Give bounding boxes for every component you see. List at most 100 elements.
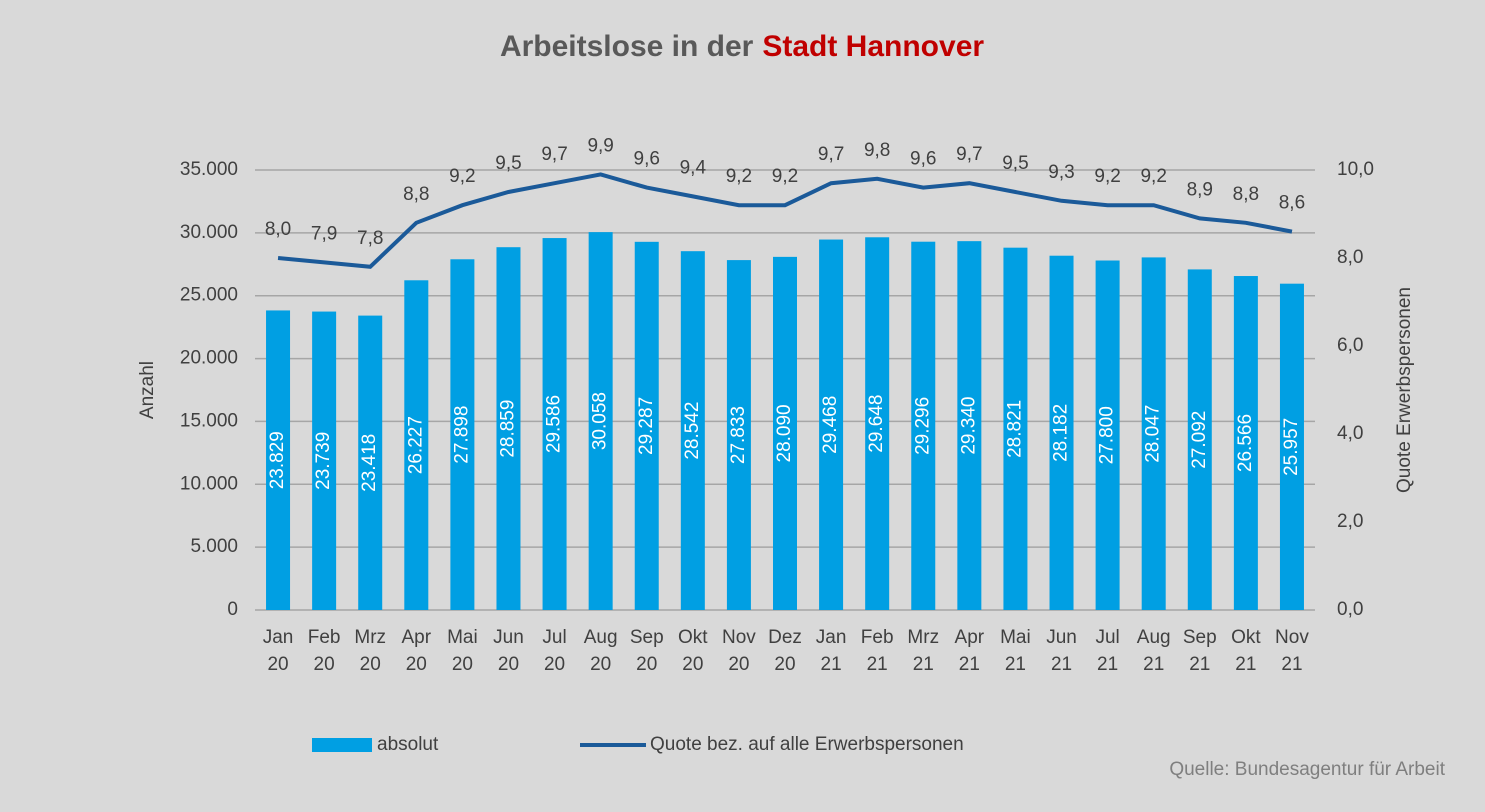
x-tick-label: 21 (1235, 654, 1256, 675)
bar-value-label: 26.227 (405, 416, 426, 474)
x-tick-label: Nov (722, 627, 756, 648)
line-value-label: 7,8 (357, 228, 383, 249)
y2-tick-label: 8,0 (1337, 247, 1363, 268)
legend-label: Quote bez. auf alle Erwerbspersonen (650, 734, 964, 755)
line-value-label: 8,0 (265, 219, 291, 240)
bar-value-label: 26.566 (1235, 414, 1256, 472)
source: Quelle: Bundesagentur für Arbeit (1169, 759, 1445, 780)
y-tick-label: 0 (227, 599, 238, 620)
bar (312, 311, 337, 610)
bar (358, 315, 383, 610)
x-tick-label: Sep (1183, 627, 1217, 648)
line-value-label: 9,9 (587, 135, 613, 156)
bar (773, 256, 797, 610)
bar-value-label: 29.340 (958, 397, 979, 455)
line-value-label: 9,6 (910, 149, 936, 170)
bar (404, 280, 429, 610)
bar (634, 241, 659, 611)
line-value-label: 9,7 (541, 144, 567, 165)
x-tick-label: 21 (959, 654, 980, 675)
legend-swatch (312, 738, 372, 752)
y2-tick-label: 6,0 (1337, 335, 1363, 356)
line-value-label: 8,8 (1233, 184, 1259, 205)
x-tick-label: Aug (584, 627, 618, 648)
x-tick-label: 21 (1189, 654, 1210, 675)
y2-axis-label: Quote Erwerbspersonen (1394, 287, 1415, 493)
bar-value-label: 23.739 (313, 432, 334, 490)
x-tick-label: Jul (542, 627, 566, 648)
x-tick-label: 20 (590, 654, 611, 675)
bar-value-label: 29.586 (544, 395, 565, 453)
x-tick-label: 20 (498, 654, 519, 675)
line-value-label: 8,6 (1279, 193, 1305, 214)
bar-value-label: 27.092 (1189, 411, 1210, 469)
bar (726, 260, 751, 610)
bar (1187, 269, 1212, 610)
x-tick-label: Jan (816, 627, 847, 648)
bar-value-label: 28.542 (682, 402, 703, 460)
x-tick-label: 20 (314, 654, 335, 675)
line-value-label: 9,5 (495, 153, 521, 174)
bar (865, 237, 890, 610)
line-value-label: 9,2 (772, 166, 798, 187)
bar-value-label: 28.090 (774, 404, 795, 462)
bar (957, 241, 982, 610)
title-highlight: Stadt Hannover (762, 30, 984, 63)
bar-value-label: 28.047 (1143, 405, 1164, 463)
bar-value-label: 23.829 (267, 431, 288, 489)
bar (588, 232, 613, 611)
line-value-label: 9,8 (864, 140, 890, 161)
bar-value-label: 29.468 (820, 396, 841, 454)
bar-value-label: 23.418 (359, 434, 380, 492)
x-tick-label: 21 (1097, 654, 1118, 675)
bar (450, 259, 475, 610)
y-tick-label: 15.000 (180, 410, 238, 431)
bar-value-label: 29.648 (866, 395, 887, 453)
bar-value-label: 30.058 (590, 392, 611, 450)
bar (911, 241, 936, 610)
x-tick-label: 21 (1005, 654, 1026, 675)
x-tick-label: 21 (821, 654, 842, 675)
line-value-label: 9,4 (680, 157, 707, 178)
line-value-label: 9,2 (1140, 166, 1166, 187)
x-tick-label: Okt (1231, 627, 1261, 648)
x-tick-label: Jun (1046, 627, 1077, 648)
bar (1279, 283, 1304, 610)
chart-title: Arbeitslose in der Stadt Hannover (500, 30, 984, 63)
x-tick-label: 20 (406, 654, 427, 675)
line-value-label: 8,8 (403, 184, 429, 205)
x-tick-label: 21 (867, 654, 888, 675)
bar (1095, 260, 1120, 610)
bar (266, 310, 291, 610)
bar (1233, 276, 1258, 610)
x-tick-label: Apr (402, 627, 432, 648)
line-value-label: 9,7 (956, 144, 982, 165)
y-tick-label: 30.000 (180, 222, 238, 243)
bar-value-label: 25.957 (1281, 418, 1302, 476)
x-tick-label: 21 (1143, 654, 1164, 675)
bar (1141, 257, 1166, 610)
x-tick-label: Aug (1137, 627, 1171, 648)
bar (1049, 255, 1074, 610)
x-tick-label: 20 (544, 654, 565, 675)
x-tick-label: 20 (452, 654, 473, 675)
bar (680, 251, 705, 610)
bar (542, 238, 567, 611)
x-tick-label: Mrz (907, 627, 939, 648)
y2-tick-label: 2,0 (1337, 511, 1363, 532)
bar (1003, 247, 1028, 610)
y-tick-label: 35.000 (180, 159, 238, 180)
bar-value-label: 27.833 (728, 406, 749, 464)
bar-value-label: 28.859 (497, 400, 518, 458)
x-tick-label: 20 (360, 654, 381, 675)
x-tick-label: Mai (447, 627, 478, 648)
x-tick-label: Dez (768, 627, 802, 648)
bar-value-label: 29.296 (912, 397, 933, 455)
y-tick-label: 5.000 (190, 536, 238, 557)
bar-value-label: 28.821 (1004, 400, 1025, 458)
x-tick-label: Mai (1000, 627, 1031, 648)
x-tick-label: Feb (308, 627, 341, 648)
line-value-label: 9,3 (1048, 162, 1074, 183)
line-value-label: 9,7 (818, 144, 844, 165)
x-tick-label: Mrz (354, 627, 386, 648)
